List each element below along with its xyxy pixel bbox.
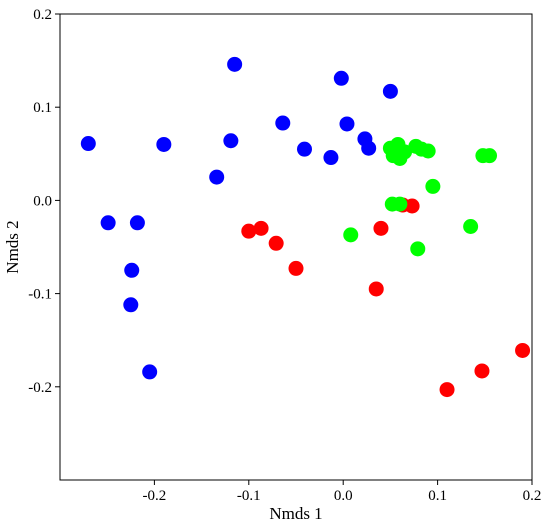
y-tick-label: -0.2	[28, 380, 52, 396]
data-point	[392, 196, 408, 212]
data-point	[156, 136, 172, 152]
y-tick-label: 0.2	[33, 7, 52, 23]
data-point	[373, 220, 389, 236]
data-point	[253, 220, 269, 236]
data-point	[227, 56, 243, 72]
data-point	[397, 144, 413, 160]
data-point	[142, 364, 158, 380]
data-point	[410, 241, 426, 257]
data-point	[241, 223, 257, 239]
x-tick-label: -0.2	[143, 488, 167, 504]
plot-frame	[59, 13, 533, 481]
x-tick-label: 0.2	[523, 488, 542, 504]
data-point	[361, 140, 377, 156]
y-axis-ticks: 0.2 0.1 0.0 -0.1 -0.2	[28, 7, 60, 396]
data-point	[268, 235, 284, 251]
data-point	[474, 363, 490, 379]
data-point	[100, 215, 116, 231]
x-tick-label: -0.1	[237, 488, 261, 504]
data-point	[323, 150, 339, 166]
data-point	[382, 83, 398, 99]
data-point	[420, 143, 436, 159]
x-axis-ticks: -0.2 -0.1 0.0 0.1 0.2	[143, 480, 542, 504]
data-point	[482, 148, 498, 164]
data-point	[296, 141, 312, 157]
data-point	[123, 297, 139, 313]
data-point	[343, 227, 359, 243]
data-point	[368, 281, 384, 297]
data-point	[288, 260, 304, 276]
data-point	[209, 169, 225, 185]
data-point	[275, 115, 291, 131]
data-points	[80, 56, 531, 398]
data-point	[129, 215, 145, 231]
y-axis-title: Nmds 2	[3, 220, 22, 273]
data-point	[425, 178, 441, 194]
data-point	[80, 136, 96, 152]
data-point	[339, 116, 355, 132]
y-tick-label: 0.1	[33, 100, 52, 116]
data-point	[515, 342, 531, 358]
data-point	[333, 70, 349, 86]
data-point	[404, 198, 420, 214]
x-tick-label: 0.0	[334, 488, 353, 504]
y-tick-label: 0.0	[33, 193, 52, 209]
data-point	[463, 218, 479, 234]
data-point	[223, 133, 239, 149]
data-point	[439, 382, 455, 398]
x-tick-label: 0.1	[428, 488, 447, 504]
x-axis-title: Nmds 1	[269, 504, 322, 523]
data-point	[124, 262, 140, 278]
y-tick-label: -0.1	[28, 287, 52, 303]
